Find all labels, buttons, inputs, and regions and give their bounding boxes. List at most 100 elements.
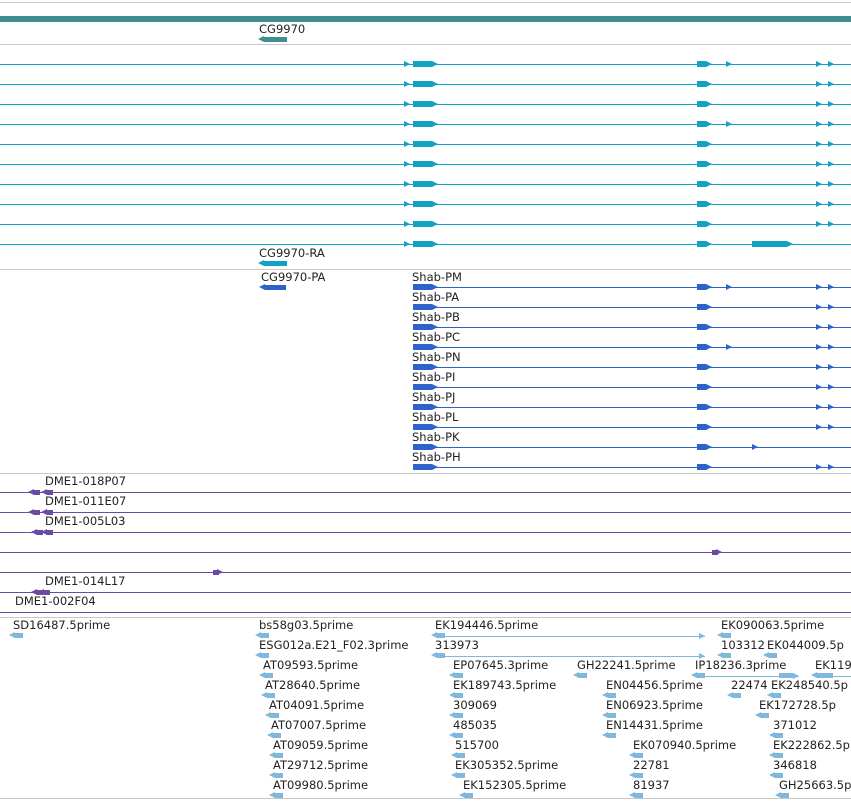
exon-block[interactable] — [264, 37, 287, 42]
exon-block[interactable] — [455, 673, 463, 678]
exon-block[interactable] — [455, 733, 463, 738]
exon-block[interactable] — [34, 510, 40, 515]
feature-label[interactable]: EK152305.5prime — [463, 778, 567, 792]
exon-block[interactable] — [437, 653, 445, 658]
feature-label[interactable]: 371012 — [773, 718, 817, 732]
exon-block[interactable] — [213, 570, 219, 575]
exon-block[interactable] — [761, 713, 769, 718]
feature-label[interactable]: EK189743.5prime — [453, 678, 557, 692]
feature-label[interactable]: 515700 — [455, 738, 499, 752]
exon-block[interactable] — [47, 490, 53, 495]
exon-block[interactable] — [697, 61, 706, 67]
exon-block[interactable] — [413, 181, 432, 187]
exon-block[interactable] — [413, 364, 432, 370]
feature-label[interactable]: Shab-PM — [412, 270, 462, 284]
feature-label[interactable]: DME1-002F04 — [15, 594, 96, 608]
exon-block[interactable] — [608, 713, 616, 718]
exon-block[interactable] — [697, 81, 706, 87]
feature-label[interactable]: SD16487.5prime — [13, 618, 111, 632]
feature-label[interactable]: CG9970 — [259, 22, 306, 36]
feature-label[interactable]: AT29712.5prime — [273, 758, 369, 772]
feature-label[interactable]: ESG012a.E21_F02.3prime — [259, 638, 409, 652]
exon-block[interactable] — [47, 510, 53, 515]
exon-block[interactable] — [697, 181, 706, 187]
feature-label[interactable]: EN06923.5prime — [606, 698, 703, 712]
exon-block[interactable] — [775, 733, 783, 738]
feature-label[interactable]: AT04091.5prime — [269, 698, 365, 712]
exon-block[interactable] — [697, 404, 706, 410]
feature-label[interactable]: EK305352.5prime — [455, 758, 559, 772]
exon-block[interactable] — [775, 773, 783, 778]
exon-block[interactable] — [264, 261, 287, 266]
exon-block[interactable] — [261, 653, 269, 658]
exon-block[interactable] — [697, 241, 706, 247]
exon-block[interactable] — [697, 221, 706, 227]
exon-block[interactable] — [697, 201, 706, 207]
feature-label[interactable]: AT28640.5prime — [265, 678, 361, 692]
feature-label[interactable]: EK222862.5p — [773, 738, 850, 752]
exon-block[interactable] — [723, 633, 731, 638]
feature-label[interactable]: EK119 — [815, 658, 851, 672]
exon-block[interactable] — [271, 713, 279, 718]
exon-block[interactable] — [697, 444, 706, 450]
exon-block[interactable] — [437, 633, 445, 638]
exon-block[interactable] — [413, 161, 432, 167]
exon-block[interactable] — [635, 773, 643, 778]
exon-block[interactable] — [275, 773, 283, 778]
feature-label[interactable]: CG9970-PA — [261, 270, 326, 284]
feature-label[interactable]: DME1-005L03 — [45, 514, 126, 528]
exon-block[interactable] — [779, 673, 793, 678]
feature-label[interactable]: IP18236.3prime — [695, 658, 787, 672]
feature-label[interactable]: 81937 — [633, 778, 670, 792]
feature-label[interactable]: EK070940.5prime — [633, 738, 737, 752]
feature-label[interactable]: EN14431.5prime — [606, 718, 703, 732]
exon-block[interactable] — [635, 753, 643, 758]
exon-block[interactable] — [413, 424, 432, 430]
feature-label[interactable]: 485035 — [453, 718, 497, 732]
exon-block[interactable] — [265, 673, 273, 678]
feature-label[interactable]: DME1-014L17 — [45, 574, 126, 588]
feature-label[interactable]: Shab-PB — [412, 310, 460, 324]
feature-label[interactable]: EN04456.5prime — [606, 678, 703, 692]
exon-block[interactable] — [697, 324, 706, 330]
exon-block[interactable] — [733, 693, 741, 698]
feature-label[interactable]: DME1-011E07 — [45, 494, 127, 508]
feature-label[interactable]: 313973 — [435, 638, 479, 652]
exon-block[interactable] — [457, 753, 465, 758]
exon-block[interactable] — [413, 241, 432, 247]
exon-block[interactable] — [44, 590, 50, 595]
feature-label[interactable]: EK044009.5p — [767, 638, 844, 652]
exon-block[interactable] — [413, 304, 432, 310]
exon-block[interactable] — [712, 550, 718, 555]
exon-block[interactable] — [413, 221, 432, 227]
exon-block[interactable] — [413, 324, 432, 330]
exon-block[interactable] — [579, 673, 587, 678]
exon-block[interactable] — [15, 633, 23, 638]
exon-block[interactable] — [413, 384, 432, 390]
feature-label[interactable]: EK172728.5p — [759, 698, 836, 712]
exon-block[interactable] — [413, 61, 432, 67]
exon-block[interactable] — [413, 444, 432, 450]
exon-block[interactable] — [781, 793, 789, 798]
feature-label[interactable]: AT09980.5prime — [273, 778, 369, 792]
exon-block[interactable] — [37, 530, 43, 535]
feature-label[interactable]: EK194446.5prime — [435, 618, 539, 632]
exon-block[interactable] — [413, 101, 432, 107]
exon-block[interactable] — [261, 633, 269, 638]
feature-label[interactable]: Shab-PN — [412, 350, 461, 364]
feature-label[interactable]: EK090063.5prime — [721, 618, 825, 632]
exon-block[interactable] — [697, 121, 706, 127]
exon-block[interactable] — [608, 693, 616, 698]
exon-block[interactable] — [273, 733, 281, 738]
exon-block[interactable] — [817, 673, 825, 678]
feature-label[interactable]: Shab-PA — [412, 290, 460, 304]
feature-label[interactable]: 103312 — [721, 638, 765, 652]
feature-label[interactable]: Shab-PJ — [412, 390, 456, 404]
exon-block[interactable] — [413, 464, 432, 470]
exon-block[interactable] — [697, 424, 706, 430]
feature-label[interactable]: 346818 — [773, 758, 817, 772]
feature-label[interactable]: Shab-PK — [412, 430, 460, 444]
feature-label[interactable]: AT09593.5prime — [263, 658, 359, 672]
exon-block[interactable] — [823, 673, 833, 678]
exon-block[interactable] — [267, 693, 275, 698]
